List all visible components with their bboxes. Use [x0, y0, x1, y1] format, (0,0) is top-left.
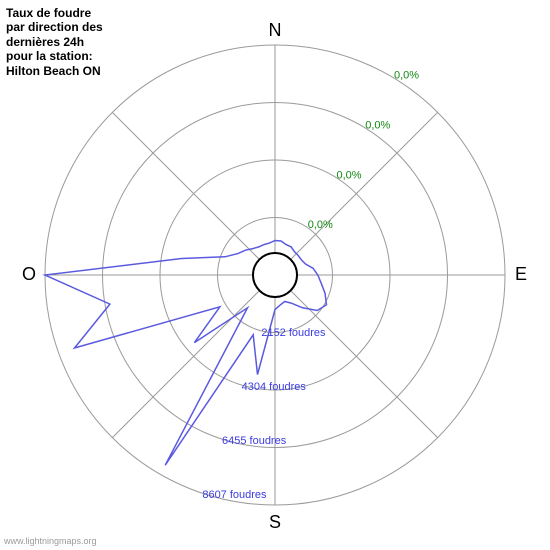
dir-west: O [22, 264, 36, 284]
dir-south: S [269, 512, 281, 532]
ring-label-rate: 0,0% [365, 120, 390, 132]
polar-chart: N S E O 0,0% 0,0% 0,0% 0,0% 2152 foudres 4304 fou… [0, 0, 550, 550]
ring-label-rate: 0,0% [337, 169, 362, 181]
credit-text: www.lightningmaps.org [4, 536, 97, 546]
ring-label-count: 4304 foudres [242, 381, 307, 393]
grid-spoke [112, 275, 275, 438]
ring-label-count: 8607 foudres [202, 489, 267, 501]
grid-spoke [275, 275, 438, 438]
ring-label-count: 2152 foudres [261, 327, 326, 339]
dir-east: E [515, 264, 527, 284]
dir-north: N [269, 20, 282, 40]
ring-label-rate: 0,0% [308, 219, 333, 231]
grid-spoke [112, 112, 275, 275]
chart-hub [253, 253, 297, 297]
ring-label-count: 6455 foudres [222, 435, 287, 447]
ring-label-rate: 0,0% [394, 70, 419, 82]
grid-spoke [275, 112, 438, 275]
